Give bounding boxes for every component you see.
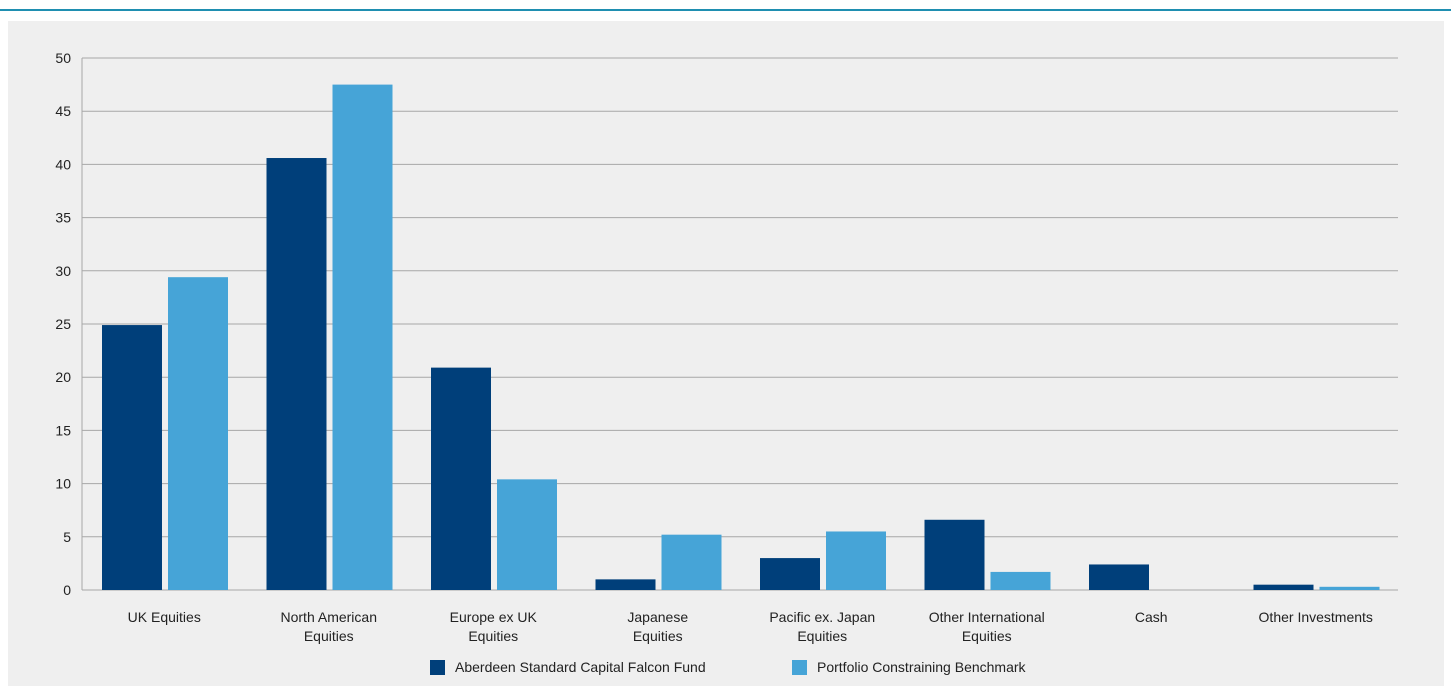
bar-0 xyxy=(924,519,985,590)
y-tick-label: 10 xyxy=(55,476,71,492)
legend-label-benchmark: Portfolio Constraining Benchmark xyxy=(817,659,1026,675)
legend-swatch-falcon-fund xyxy=(430,659,445,675)
bar-0 xyxy=(1089,564,1149,590)
legend-swatch-benchmark xyxy=(792,659,807,675)
x-tick-label-line: Equities xyxy=(633,628,683,644)
chart-panel xyxy=(8,21,1444,686)
x-tick-label: Japanese Equities xyxy=(627,609,688,644)
bar-0 xyxy=(102,325,162,590)
bar-0 xyxy=(1253,584,1314,590)
y-tick-label: 25 xyxy=(55,316,71,332)
x-tick-label-line: North American xyxy=(281,609,377,625)
legend-label-falcon-fund: Aberdeen Standard Capital Falcon Fund xyxy=(455,659,706,675)
bar-1 xyxy=(168,277,228,590)
x-tick-label-line: Equities xyxy=(304,628,354,644)
bar-0 xyxy=(760,558,820,590)
x-tick-label: Pacific ex. Japan Equities xyxy=(769,609,875,644)
bar-1 xyxy=(661,534,722,590)
x-tick-label-line: Other Investments xyxy=(1259,609,1373,625)
legend-item-benchmark: Portfolio Constraining Benchmark xyxy=(792,659,1026,675)
x-tick-label: UK Equities xyxy=(128,609,201,625)
x-tick-label-line: Equities xyxy=(468,628,518,644)
x-tick-label: Other International Equities xyxy=(929,609,1045,644)
bar-1 xyxy=(497,479,557,590)
bar-0 xyxy=(266,158,327,591)
legend-item-falcon-fund: Aberdeen Standard Capital Falcon Fund xyxy=(430,659,706,675)
x-tick-label: North American Equities xyxy=(281,609,377,644)
y-tick-label: 45 xyxy=(55,103,71,119)
y-tick-label: 35 xyxy=(55,210,71,226)
x-tick-label-line: Equities xyxy=(797,628,847,644)
y-tick-label: 50 xyxy=(55,50,71,66)
x-tick-label: Europe ex UK Equities xyxy=(450,609,538,644)
bar-chart: 0 5 10 15 20 25 30 35 40 45 50 UK Equities North Ame… xyxy=(55,50,1398,644)
x-tick-label-line: Japanese xyxy=(627,609,688,625)
bar-1 xyxy=(990,571,1051,590)
y-tick-label: 0 xyxy=(63,582,71,598)
x-tick-label-line: Equities xyxy=(962,628,1012,644)
bar-0 xyxy=(431,367,491,590)
bar-1 xyxy=(1319,586,1380,590)
x-tick-label-line: Cash xyxy=(1135,609,1168,625)
bar-1 xyxy=(332,84,393,590)
x-tick-label-line: Other International xyxy=(929,609,1045,625)
header-rule xyxy=(0,0,1451,11)
x-tick-label-line: UK Equities xyxy=(128,609,201,625)
bar-1 xyxy=(826,531,886,590)
x-tick-label: Other Investments xyxy=(1259,609,1373,625)
y-tick-label: 15 xyxy=(55,422,71,438)
bar-0 xyxy=(595,579,656,590)
x-tick-label-line: Europe ex UK xyxy=(450,609,538,625)
y-tick-label: 40 xyxy=(55,156,71,172)
x-tick-label: Cash xyxy=(1135,609,1168,625)
y-tick-label: 30 xyxy=(55,263,71,279)
y-tick-label: 5 xyxy=(63,529,71,545)
legend: Aberdeen Standard Capital Falcon Fund Po… xyxy=(0,659,1451,681)
x-tick-label-line: Pacific ex. Japan xyxy=(769,609,875,625)
y-tick-label: 20 xyxy=(55,369,71,385)
